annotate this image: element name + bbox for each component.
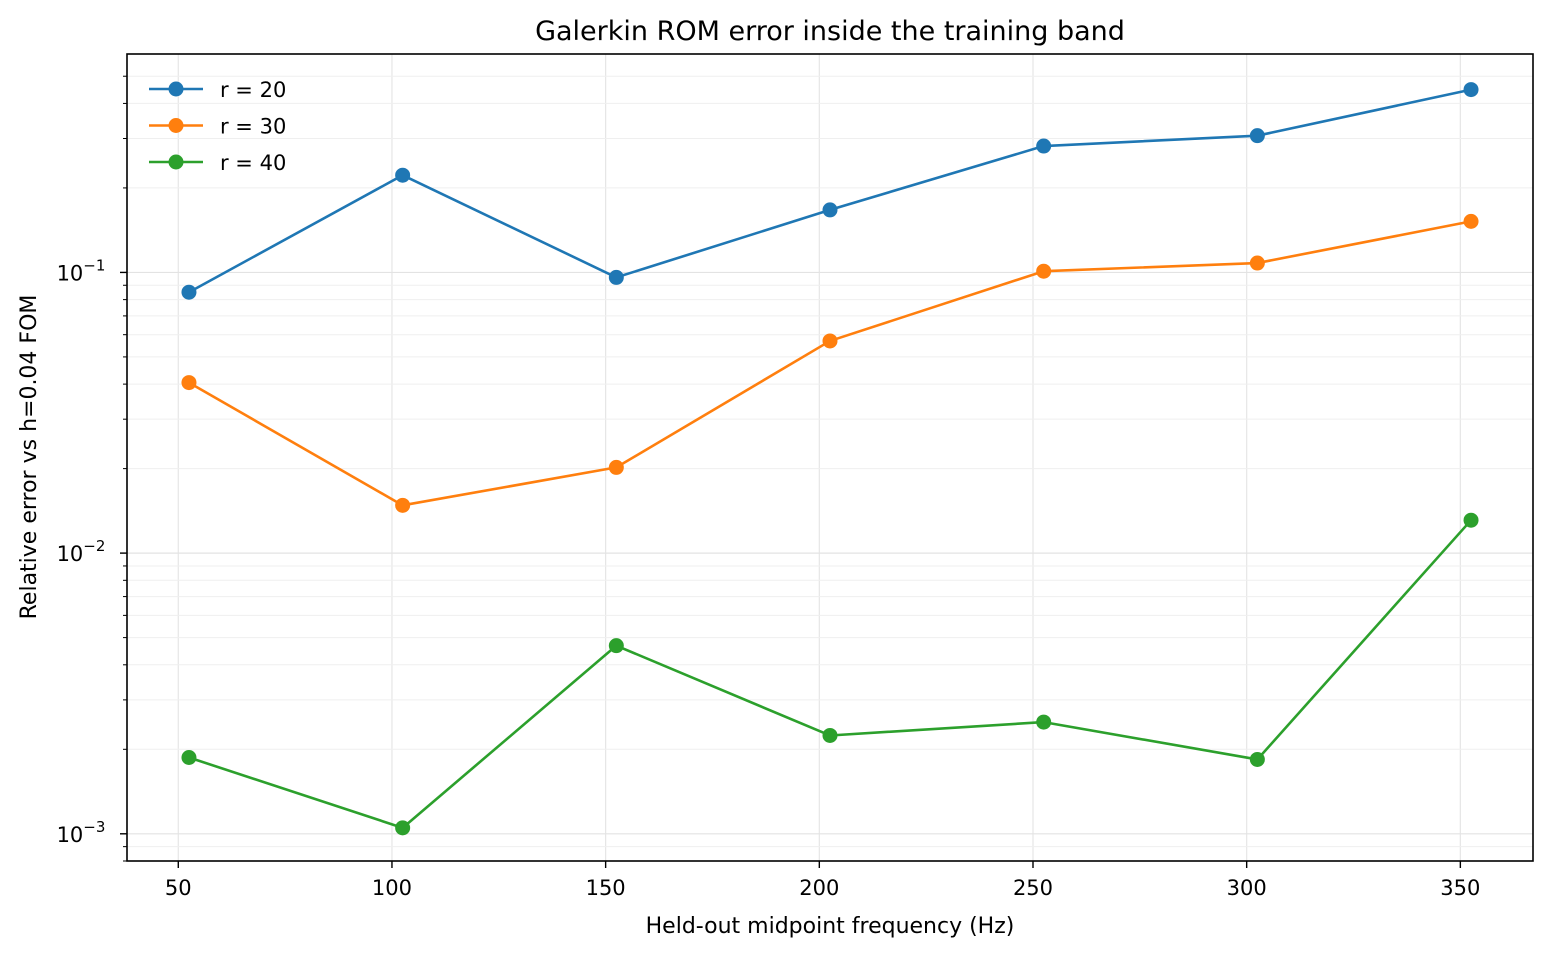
data-point [181,284,197,300]
x-tick-label: 250 [1013,876,1053,900]
data-point [1463,213,1479,229]
legend-marker [168,81,184,97]
legend-label: r = 30 [220,115,286,139]
legend: r = 20 r = 30 r = 40 [149,78,286,175]
data-point [181,749,197,765]
y-tick-label: 10−1 [57,256,106,285]
data-point [1036,138,1052,154]
y-axis-label: Relative error vs h=0.04 FOM [17,295,42,620]
data-point [395,167,411,183]
chart-title: Galerkin ROM error inside the training b… [535,16,1125,47]
x-tick-label: 100 [372,876,412,900]
x-tick-label: 350 [1440,876,1480,900]
data-point [395,497,411,513]
legend-label: r = 40 [220,151,286,175]
grid-layer [127,54,1533,862]
x-tick-label: 150 [586,876,626,900]
data-point [608,269,624,285]
data-point [1249,255,1265,271]
y-tick-label: 10−2 [57,537,106,566]
data-point [1249,128,1265,144]
data-point [822,727,838,743]
data-point [1036,263,1052,279]
data-point [608,638,624,654]
axis-layer: 50 100 150 200 250 300 350 10−1 10−2 10−3 [57,75,1480,900]
data-point [1463,512,1479,528]
data-point [1036,714,1052,730]
data-point [608,459,624,475]
x-tick-label: 200 [799,876,839,900]
data-point [395,820,411,836]
data-point [1463,82,1479,98]
legend-marker [168,154,184,170]
plot-frame [126,53,1534,862]
x-tick-label: 300 [1227,876,1267,900]
legend-label: r = 20 [220,78,286,102]
series-layer [181,82,1479,836]
x-tick-label: 50 [165,876,192,900]
legend-marker [168,118,184,133]
y-tick-label: 10−3 [57,818,106,847]
data-point [822,202,838,218]
data-point [1249,751,1265,767]
x-axis-label: Held-out midpoint frequency (Hz) [646,914,1015,939]
data-point [822,333,838,349]
data-point [181,375,197,391]
